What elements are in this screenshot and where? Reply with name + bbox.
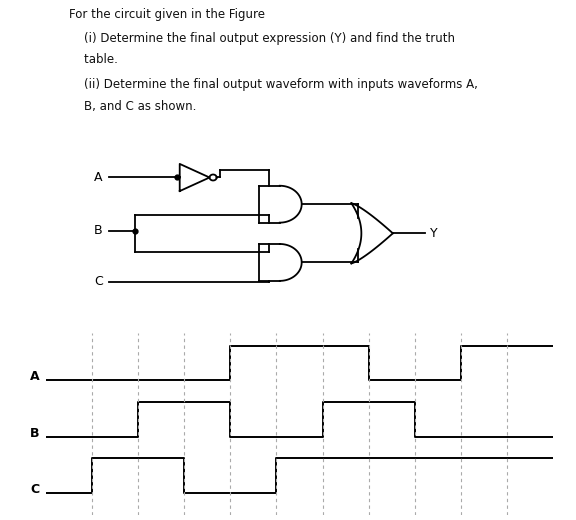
Text: B: B [94, 225, 103, 237]
Text: A: A [94, 171, 103, 184]
Text: For the circuit given in the Figure: For the circuit given in the Figure [69, 8, 265, 21]
Text: B, and C as shown.: B, and C as shown. [69, 99, 196, 112]
Text: C: C [94, 276, 103, 288]
Text: Y: Y [430, 227, 438, 240]
Text: table.: table. [69, 53, 118, 66]
Text: B: B [30, 427, 39, 440]
Text: A: A [29, 370, 39, 384]
Text: C: C [30, 483, 39, 496]
Text: (ii) Determine the final output waveform with inputs waveforms A,: (ii) Determine the final output waveform… [69, 78, 478, 91]
Text: (i) Determine the final output expression (Y) and find the truth: (i) Determine the final output expressio… [69, 32, 455, 45]
